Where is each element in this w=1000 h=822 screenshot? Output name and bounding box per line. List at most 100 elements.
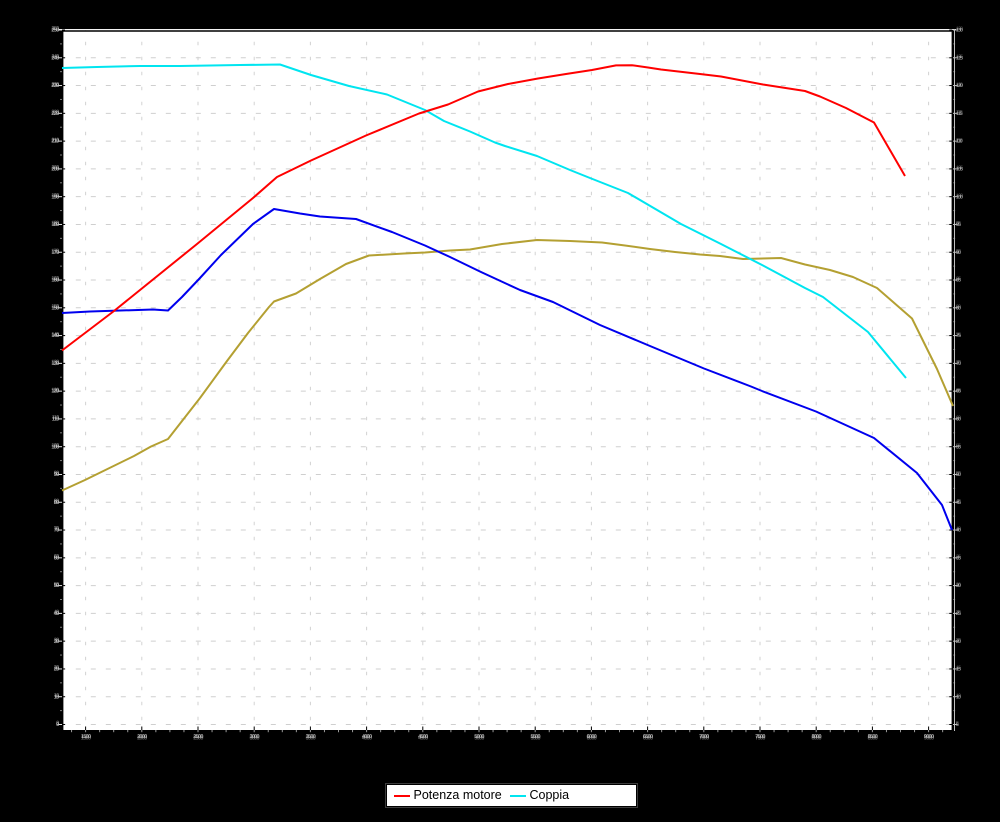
svg-text:75: 75 — [956, 333, 961, 339]
svg-text:140: 140 — [51, 333, 59, 339]
svg-text:2000: 2000 — [137, 735, 147, 741]
svg-text:25: 25 — [956, 611, 961, 617]
svg-text:70: 70 — [54, 526, 59, 532]
svg-text:125: 125 — [956, 54, 963, 60]
svg-text:5000: 5000 — [474, 734, 484, 740]
svg-text:50: 50 — [956, 471, 961, 477]
svg-text:40: 40 — [54, 611, 59, 617]
svg-text:190: 190 — [51, 194, 59, 200]
svg-text:60: 60 — [956, 417, 961, 423]
svg-text:60: 60 — [54, 554, 59, 560]
svg-text:105: 105 — [956, 167, 963, 173]
svg-text:3500: 3500 — [306, 735, 316, 741]
svg-text:100: 100 — [51, 443, 59, 449]
svg-text:240: 240 — [51, 54, 59, 60]
svg-text:1500: 1500 — [81, 734, 91, 740]
svg-text:7500: 7500 — [755, 735, 765, 741]
svg-text:25: 25 — [956, 610, 961, 616]
svg-text:70: 70 — [54, 528, 59, 534]
svg-text:90: 90 — [956, 250, 961, 256]
svg-text:65: 65 — [956, 389, 961, 395]
svg-text:20: 20 — [956, 637, 961, 643]
svg-text:30: 30 — [956, 582, 961, 588]
svg-text:120: 120 — [51, 389, 59, 395]
svg-text:0: 0 — [56, 722, 59, 728]
svg-text:110: 110 — [52, 417, 59, 423]
svg-text:1500: 1500 — [81, 735, 91, 741]
svg-text:8000: 8000 — [811, 735, 821, 741]
svg-text:45: 45 — [956, 500, 961, 506]
svg-text:4500: 4500 — [418, 735, 428, 741]
svg-text:130: 130 — [51, 360, 59, 366]
svg-text:110: 110 — [956, 137, 963, 143]
svg-text:0: 0 — [56, 721, 59, 727]
svg-text:6500: 6500 — [643, 734, 653, 740]
svg-text:100: 100 — [51, 444, 59, 450]
svg-text:40: 40 — [54, 610, 59, 616]
svg-text:110: 110 — [956, 139, 963, 145]
svg-text:35: 35 — [956, 555, 961, 561]
svg-text:130: 130 — [956, 28, 963, 34]
svg-text:7000: 7000 — [699, 734, 709, 740]
svg-text:20: 20 — [54, 667, 59, 673]
svg-text:115: 115 — [956, 111, 963, 117]
svg-text:60: 60 — [54, 555, 59, 561]
svg-text:8500: 8500 — [868, 734, 878, 740]
svg-text:105: 105 — [956, 165, 963, 171]
svg-text:80: 80 — [956, 305, 961, 311]
svg-text:160: 160 — [51, 278, 59, 284]
svg-text:250: 250 — [51, 28, 59, 34]
svg-text:60: 60 — [956, 415, 961, 421]
svg-text:8500: 8500 — [868, 735, 878, 741]
svg-text:9000: 9000 — [924, 734, 934, 740]
svg-text:10: 10 — [54, 693, 59, 699]
svg-text:120: 120 — [956, 83, 963, 89]
svg-text:3500: 3500 — [306, 734, 316, 740]
svg-text:90: 90 — [54, 471, 59, 477]
svg-text:190: 190 — [51, 193, 59, 199]
svg-text:6000: 6000 — [587, 735, 597, 741]
svg-text:10: 10 — [956, 693, 961, 699]
svg-text:100: 100 — [956, 193, 963, 199]
svg-text:4000: 4000 — [362, 735, 372, 741]
svg-text:5500: 5500 — [530, 734, 540, 740]
svg-text:9000: 9000 — [924, 735, 934, 741]
svg-text:130: 130 — [51, 361, 59, 367]
svg-text:85: 85 — [956, 278, 961, 284]
svg-text:90: 90 — [956, 248, 961, 254]
svg-text:250: 250 — [51, 26, 59, 32]
svg-text:5: 5 — [956, 722, 959, 728]
svg-text:110: 110 — [52, 415, 59, 421]
svg-text:170: 170 — [51, 250, 59, 256]
svg-text:2500: 2500 — [193, 735, 203, 741]
svg-text:10: 10 — [956, 694, 961, 700]
svg-text:210: 210 — [51, 137, 59, 143]
svg-text:115: 115 — [956, 110, 963, 116]
svg-text:240: 240 — [51, 55, 59, 61]
svg-text:230: 230 — [51, 83, 59, 89]
svg-text:3000: 3000 — [249, 734, 259, 740]
svg-text:75: 75 — [956, 332, 961, 338]
svg-text:130: 130 — [956, 26, 963, 32]
svg-text:7500: 7500 — [755, 734, 765, 740]
svg-text:3000: 3000 — [249, 735, 259, 741]
svg-text:170: 170 — [51, 248, 59, 254]
svg-text:20: 20 — [956, 639, 961, 645]
svg-text:80: 80 — [956, 304, 961, 310]
svg-text:160: 160 — [51, 276, 59, 282]
svg-text:10: 10 — [54, 694, 59, 700]
svg-text:30: 30 — [956, 583, 961, 589]
svg-text:40: 40 — [956, 528, 961, 534]
svg-text:6500: 6500 — [643, 735, 653, 741]
svg-text:4500: 4500 — [418, 734, 428, 740]
svg-text:120: 120 — [956, 82, 963, 88]
svg-text:80: 80 — [54, 500, 59, 506]
svg-text:15: 15 — [956, 667, 961, 673]
svg-text:55: 55 — [956, 443, 961, 449]
svg-text:2500: 2500 — [193, 734, 203, 740]
svg-text:90: 90 — [54, 472, 59, 478]
svg-text:100: 100 — [956, 194, 963, 200]
svg-text:7000: 7000 — [699, 735, 709, 741]
svg-text:20: 20 — [54, 665, 59, 671]
svg-text:50: 50 — [54, 583, 59, 589]
